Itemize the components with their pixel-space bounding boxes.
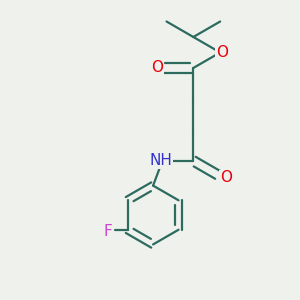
Text: O: O	[216, 45, 228, 60]
Text: NH: NH	[149, 153, 172, 168]
Text: O: O	[151, 60, 163, 75]
Text: O: O	[220, 170, 232, 185]
Text: F: F	[103, 224, 112, 239]
